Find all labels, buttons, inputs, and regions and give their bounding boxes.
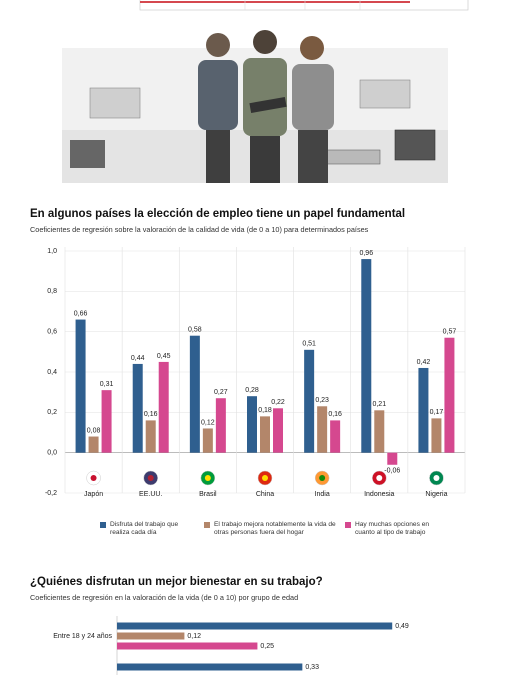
- flag-emblem: [204, 475, 211, 481]
- legend-swatch: [100, 522, 106, 528]
- bar: [202, 428, 213, 453]
- chart-title: ¿Quiénes disfrutan un mejor bienestar en…: [30, 576, 323, 588]
- bar: [387, 452, 398, 465]
- bar: [444, 337, 455, 453]
- legend-label: Disfruta del trabajo que realiza cada dí…: [110, 521, 179, 536]
- bar: [418, 367, 429, 453]
- value-label: 0,16: [328, 411, 342, 418]
- x-tick-label: China: [256, 491, 274, 498]
- value-label: 0,23: [315, 397, 329, 404]
- flag-emblem: [319, 475, 326, 481]
- legend-entry: Hay muchas opciones en cuanto al tipo de…: [345, 521, 445, 537]
- bar: [374, 410, 385, 453]
- chart-subtitle: Coeficientes de regresión en la valoraci…: [30, 593, 298, 602]
- x-tick-label: Brasil: [199, 491, 217, 498]
- legend-entry: Disfruta del trabajo que realiza cada dí…: [100, 521, 195, 537]
- bar: [132, 363, 143, 453]
- value-label: 0,25: [260, 643, 274, 650]
- flag-emblem: [90, 475, 97, 481]
- value-label: 0,12: [201, 419, 215, 426]
- illustration: [62, 30, 448, 183]
- cropped-chart: [139, 0, 469, 11]
- bar: [101, 390, 112, 453]
- y-tick-label: 0,2: [47, 409, 57, 416]
- legend-swatch: [345, 522, 351, 528]
- value-label: 0,96: [359, 250, 373, 257]
- value-label: 0,42: [417, 359, 431, 366]
- bar: [273, 408, 283, 453]
- value-label: 0,66: [74, 310, 88, 317]
- value-label: 0,31: [100, 381, 114, 388]
- x-tick-label: Nigeria: [425, 491, 447, 498]
- bar: [75, 319, 86, 453]
- x-tick-label: India: [315, 491, 330, 498]
- value-label: -0,06: [384, 468, 400, 475]
- flag-emblem: [433, 475, 440, 481]
- bar: [158, 361, 169, 453]
- value-label: 0,33: [305, 664, 319, 671]
- value-label: 0,27: [214, 389, 228, 396]
- bar: [260, 416, 270, 453]
- bar: [304, 349, 315, 453]
- value-label: 0,17: [430, 409, 444, 416]
- y-tick-label: 1,0: [47, 248, 57, 255]
- legend-label: Hay muchas opciones en cuanto al tipo de…: [355, 521, 430, 536]
- value-label: 0,18: [258, 407, 272, 414]
- y-tick-label: -0,2: [45, 490, 57, 497]
- value-label: 0,22: [271, 399, 285, 406]
- bar: [317, 406, 328, 453]
- value-label: 0,12: [187, 633, 201, 640]
- y-tick-label: 0,6: [47, 329, 57, 336]
- legend-entry: El trabajo mejora notablemente la vida d…: [204, 521, 339, 537]
- bar: [215, 398, 226, 453]
- bar: [117, 622, 393, 630]
- chart-title: En algunos países la elección de empleo …: [30, 208, 405, 220]
- bar: [189, 335, 200, 453]
- legend-label: El trabajo mejora notablemente la vida d…: [214, 521, 336, 536]
- value-label: 0,45: [157, 353, 171, 360]
- bar: [145, 420, 156, 453]
- bar: [88, 436, 99, 453]
- value-label: 0,21: [372, 401, 386, 408]
- value-label: 0,57: [443, 329, 457, 336]
- x-tick-label: Indonesia: [364, 491, 394, 498]
- flag-emblem: [376, 475, 383, 481]
- value-label: 0,58: [188, 327, 202, 334]
- value-label: 0,28: [245, 387, 259, 394]
- y-tick-label: Entre 18 y 24 años: [53, 633, 112, 640]
- chart-subtitle: Coeficientes de regresión sobre la valor…: [30, 225, 369, 234]
- bar: [117, 663, 303, 671]
- bar: [117, 642, 258, 650]
- value-label: 0,08: [87, 427, 101, 434]
- bar: [330, 420, 341, 453]
- flag-emblem: [147, 475, 154, 481]
- value-label: 0,49: [395, 623, 409, 630]
- bar: [431, 418, 442, 453]
- x-tick-label: EE.UU.: [139, 491, 162, 498]
- y-tick-label: 0,4: [47, 369, 57, 376]
- y-tick-label: 0,0: [47, 450, 57, 457]
- value-label: 0,51: [302, 341, 316, 348]
- bar: [247, 396, 257, 453]
- bar: [117, 632, 185, 640]
- x-tick-label: Japón: [84, 491, 103, 498]
- legend-swatch: [204, 522, 210, 528]
- bar: [361, 259, 372, 453]
- value-label: 0,16: [144, 411, 158, 418]
- flag-emblem: [262, 475, 268, 481]
- y-tick-label: 0,8: [47, 288, 57, 295]
- value-label: 0,44: [131, 355, 145, 362]
